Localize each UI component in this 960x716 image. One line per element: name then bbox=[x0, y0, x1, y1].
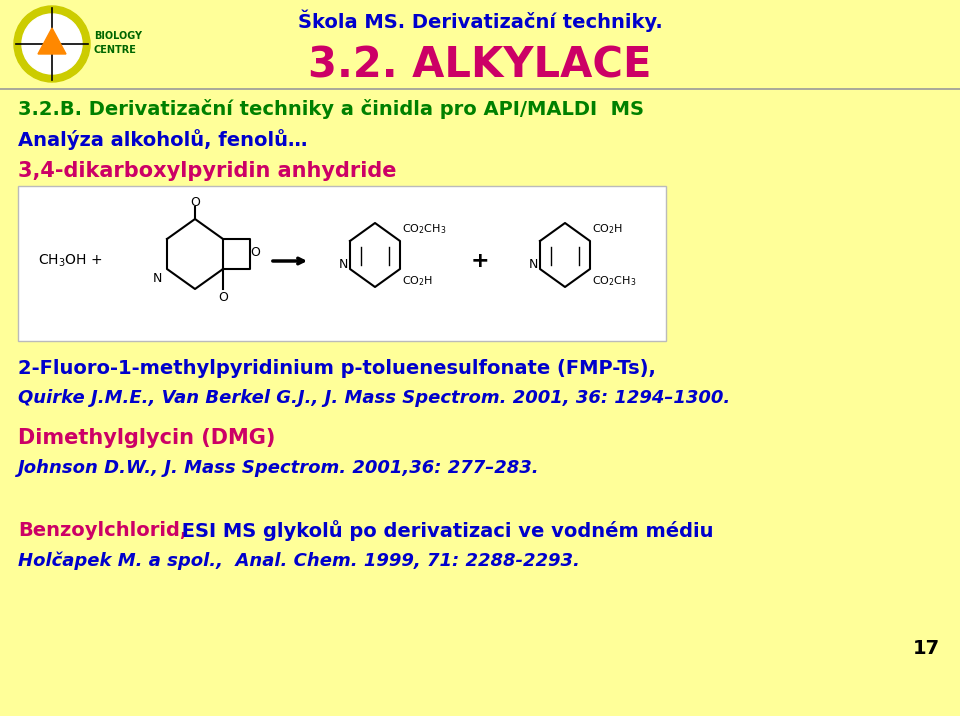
Text: 17: 17 bbox=[913, 639, 940, 657]
Text: Quirke J.M.E., Van Berkel G.J., J. Mass Spectrom. 2001, 36: 1294–1300.: Quirke J.M.E., Van Berkel G.J., J. Mass … bbox=[18, 389, 731, 407]
Text: Škola MS. Derivatizační techniky.: Škola MS. Derivatizační techniky. bbox=[298, 10, 662, 32]
Text: 3,4-dikarboxylpyridin anhydride: 3,4-dikarboxylpyridin anhydride bbox=[18, 161, 396, 181]
Text: 2-Fluoro-1-methylpyridinium p-toluenesulfonate (FMP-Ts),: 2-Fluoro-1-methylpyridinium p-toluenesul… bbox=[18, 359, 656, 377]
Text: Benzoylchlorid,: Benzoylchlorid, bbox=[18, 521, 187, 541]
Text: N: N bbox=[153, 273, 161, 286]
Text: CO$_2$CH$_3$: CO$_2$CH$_3$ bbox=[402, 222, 446, 236]
Text: ESI MS glykolů po derivatizaci ve vodném médiu: ESI MS glykolů po derivatizaci ve vodném… bbox=[175, 521, 713, 541]
Text: Holčapek M. a spol.,  Anal. Chem. 1999, 71: 2288-2293.: Holčapek M. a spol., Anal. Chem. 1999, 7… bbox=[18, 552, 580, 570]
Text: O: O bbox=[190, 196, 200, 209]
Text: CO$_2$H: CO$_2$H bbox=[402, 274, 433, 288]
Text: 3.2.B. Derivatizační techniky a činidla pro API/MALDI  MS: 3.2.B. Derivatizační techniky a činidla … bbox=[18, 99, 644, 119]
Text: Dimethylglycin (DMG): Dimethylglycin (DMG) bbox=[18, 428, 276, 448]
Text: O: O bbox=[250, 246, 260, 259]
Text: CO$_2$H: CO$_2$H bbox=[592, 222, 623, 236]
Text: CH$_3$OH +: CH$_3$OH + bbox=[38, 253, 103, 269]
Text: O: O bbox=[218, 291, 228, 304]
Text: N: N bbox=[338, 258, 348, 271]
FancyBboxPatch shape bbox=[18, 186, 666, 341]
Circle shape bbox=[14, 6, 90, 82]
Circle shape bbox=[22, 14, 82, 74]
Text: Johnson D.W., J. Mass Spectrom. 2001,36: 277–283.: Johnson D.W., J. Mass Spectrom. 2001,36:… bbox=[18, 459, 540, 477]
Text: +: + bbox=[470, 251, 490, 271]
Text: 3.2. ALKYLACE: 3.2. ALKYLACE bbox=[308, 45, 652, 87]
Text: Analýza alkoholů, fenolů…: Analýza alkoholů, fenolů… bbox=[18, 130, 307, 150]
Text: CENTRE: CENTRE bbox=[94, 45, 137, 55]
Text: CO$_2$CH$_3$: CO$_2$CH$_3$ bbox=[592, 274, 636, 288]
Text: BIOLOGY: BIOLOGY bbox=[94, 31, 142, 41]
Text: N: N bbox=[528, 258, 538, 271]
Polygon shape bbox=[38, 28, 66, 54]
